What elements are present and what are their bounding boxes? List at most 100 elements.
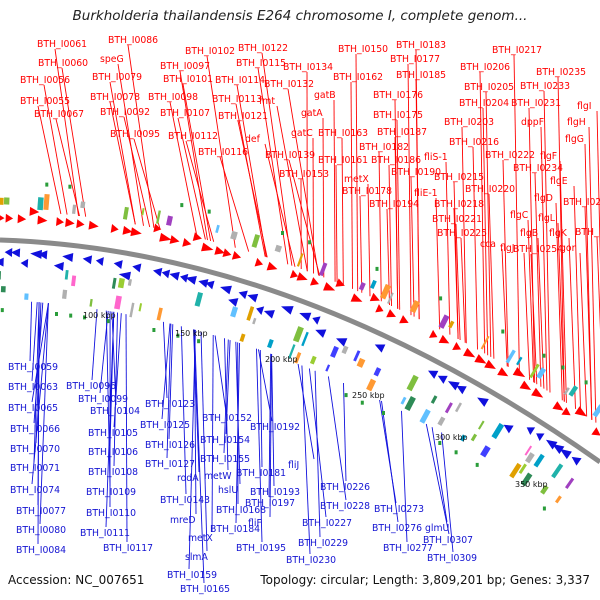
reverse-gene-label[interactable]: BTH_I0063 [8, 382, 58, 393]
forward-gene-label[interactable]: BTH_I0102 [185, 46, 235, 57]
forward-gene-label[interactable]: BTH_I0056 [20, 75, 70, 86]
forward-gene-label[interactable]: BTH_I0132 [264, 79, 314, 90]
forward-gene-label[interactable]: gatA [301, 108, 323, 119]
reverse-gene-label[interactable]: BTH_I0059 [8, 362, 58, 373]
forward-gene-label[interactable]: flgE [550, 176, 568, 187]
forward-gene-label[interactable]: BTH_I0235 [536, 67, 586, 78]
reverse-gene-label[interactable]: BTH_I0123 [145, 399, 195, 410]
reverse-gene-label[interactable]: BTH_I0276 [372, 523, 422, 534]
forward-gene-label[interactable]: BTH_I0086 [108, 35, 158, 46]
forward-gene-label[interactable]: BTH_I0176 [373, 90, 423, 101]
forward-gene-label[interactable]: fmt [259, 96, 275, 107]
forward-gene-label[interactable]: BTH_I0092 [100, 107, 150, 118]
forward-gene-label[interactable]: BTH_I0204 [459, 98, 509, 109]
reverse-gene-label[interactable]: BTH_I0165 [180, 584, 230, 595]
forward-gene-label[interactable]: BTH_I0150 [338, 44, 388, 55]
forward-gene-label[interactable]: BTH_I0185 [396, 70, 446, 81]
forward-gene-label[interactable]: BTH_I0078 [90, 92, 140, 103]
reverse-gene-label[interactable]: BTH_I0127 [145, 459, 195, 470]
forward-gene-label[interactable]: BTH_I0162 [333, 72, 383, 83]
forward-gene-label[interactable]: flgJ [500, 243, 515, 254]
forward-gene-label[interactable]: BTH_I0115 [236, 58, 286, 69]
reverse-gene-label[interactable]: BTH_I0273 [374, 504, 424, 515]
forward-gene-label[interactable]: BTH_I0231 [511, 98, 561, 109]
forward-gene-label[interactable]: BTH_I0079 [92, 72, 142, 83]
forward-gene-label[interactable]: BTH_I0060 [38, 58, 88, 69]
reverse-gene-label[interactable]: BTH_I0143 [160, 495, 210, 506]
reverse-gene-label[interactable]: BTH_I0070 [10, 444, 60, 455]
forward-gene-label[interactable]: BTH_I0203 [444, 117, 494, 128]
forward-gene-label[interactable]: BTH_I0252 [563, 197, 600, 208]
forward-gene-label[interactable]: BTH_I0153 [279, 169, 329, 180]
reverse-gene-label[interactable]: BTH_I0108 [88, 467, 138, 478]
reverse-gene-label[interactable]: fliF [248, 518, 262, 529]
reverse-gene-label[interactable]: metW [204, 471, 232, 482]
reverse-gene-label[interactable]: BTH_I0154 [200, 435, 250, 446]
reverse-gene-label[interactable]: BTH_I0109 [86, 487, 136, 498]
reverse-gene-label[interactable]: BTH_I0077 [16, 506, 66, 517]
reverse-gene-label[interactable]: BTH_I0226 [320, 482, 370, 493]
reverse-gene-label[interactable]: BTH_I0066 [10, 424, 60, 435]
forward-gene-label[interactable]: BTH_I0190 [391, 167, 441, 178]
forward-gene-label[interactable]: flgC [510, 210, 528, 221]
forward-gene-label[interactable]: gatC [291, 128, 313, 139]
forward-gene-label[interactable]: gatB [314, 90, 336, 101]
forward-gene-label[interactable]: BTH_I0163 [318, 128, 368, 139]
forward-gene-label[interactable]: BTH_I0107 [160, 108, 210, 119]
forward-gene-label[interactable]: flgB [520, 228, 538, 239]
reverse-gene-label[interactable]: BTH_I0307 [423, 535, 473, 546]
reverse-gene-label[interactable]: BTH_I0229 [298, 538, 348, 549]
forward-gene-label[interactable]: BTH_I0061 [37, 39, 87, 50]
reverse-gene-label[interactable]: BTH_I0155 [200, 454, 250, 465]
reverse-gene-label[interactable]: BTH_I0159 [167, 570, 217, 581]
reverse-gene-label[interactable]: rodA [177, 473, 199, 484]
reverse-gene-label[interactable]: BTH_I0106 [88, 447, 138, 458]
forward-gene-label[interactable]: BTH_I0134 [283, 62, 333, 73]
forward-gene-label[interactable]: flgF [540, 151, 557, 162]
forward-gene-label[interactable]: gor [560, 243, 576, 254]
forward-gene-label[interactable]: BTH_I0112 [168, 131, 218, 142]
forward-gene-label[interactable]: flgI [577, 101, 592, 112]
reverse-gene-label[interactable]: BTH_I0074 [10, 485, 60, 496]
forward-gene-label[interactable]: BTH_I0161 [318, 155, 368, 166]
forward-gene-label[interactable]: BTH_I0186 [371, 155, 421, 166]
forward-gene-label[interactable]: flgK [549, 228, 568, 239]
reverse-gene-label[interactable]: BTH_I0230 [286, 555, 336, 566]
forward-gene-label[interactable]: BTH_I0222 [485, 150, 535, 161]
reverse-gene-label[interactable]: BTH_I0228 [320, 501, 370, 512]
forward-gene-label[interactable]: BTH_I0221 [432, 214, 482, 225]
forward-gene-label[interactable]: BTH_I0183 [396, 40, 446, 51]
forward-gene-label[interactable]: BTH_I0233 [520, 81, 570, 92]
reverse-gene-label[interactable]: BTH_I0084 [16, 545, 66, 556]
forward-gene-label[interactable]: BTH_I0101 [163, 74, 213, 85]
reverse-gene-label[interactable]: BTH_I0197 [245, 498, 295, 509]
forward-gene-label[interactable]: BTH_I0194 [369, 199, 419, 210]
forward-gene-label[interactable]: BTH_I0121 [218, 111, 268, 122]
forward-gene-label[interactable]: BTH_I0182 [359, 142, 409, 153]
forward-gene-label[interactable]: BTH_I0187 [377, 127, 427, 138]
reverse-gene-label[interactable]: BTH_I0105 [88, 428, 138, 439]
reverse-gene-label[interactable]: BTH_I0181 [236, 468, 286, 479]
forward-gene-label[interactable]: BTH_I0139 [265, 150, 315, 161]
forward-gene-label[interactable]: BTH_I0122 [238, 43, 288, 54]
forward-gene-label[interactable]: BTH_I0175 [373, 110, 423, 121]
reverse-gene-label[interactable]: BTH_I0104 [90, 406, 140, 417]
forward-gene-label[interactable]: BTH_I0254 [513, 244, 563, 255]
forward-gene-label[interactable]: BTH_I0205 [464, 82, 514, 93]
forward-gene-label[interactable]: BTH_I0216 [449, 137, 499, 148]
forward-gene-label[interactable]: BTH_I0097 [160, 61, 210, 72]
reverse-gene-label[interactable]: BTH_I0110 [86, 508, 136, 519]
forward-gene-label[interactable]: BTH_I0113 [212, 94, 262, 105]
forward-gene-label[interactable]: BTH_I0220 [465, 184, 515, 195]
forward-gene-label[interactable]: BTH_I0178 [342, 186, 392, 197]
reverse-gene-label[interactable]: slmA [185, 552, 208, 563]
forward-gene-label[interactable]: cca [480, 239, 496, 250]
forward-gene-label[interactable]: BTH_I0215 [434, 172, 484, 183]
forward-gene-label[interactable]: metX [344, 174, 369, 185]
reverse-gene-label[interactable]: BTH_I0096 [66, 381, 116, 392]
forward-gene-label[interactable]: flgG [565, 134, 584, 145]
forward-gene-label[interactable]: def [245, 134, 261, 145]
reverse-gene-label[interactable]: glmU [425, 523, 449, 534]
forward-gene-label[interactable]: BTH_I0260 [575, 227, 600, 238]
reverse-gene-label[interactable]: mreD [170, 515, 196, 526]
